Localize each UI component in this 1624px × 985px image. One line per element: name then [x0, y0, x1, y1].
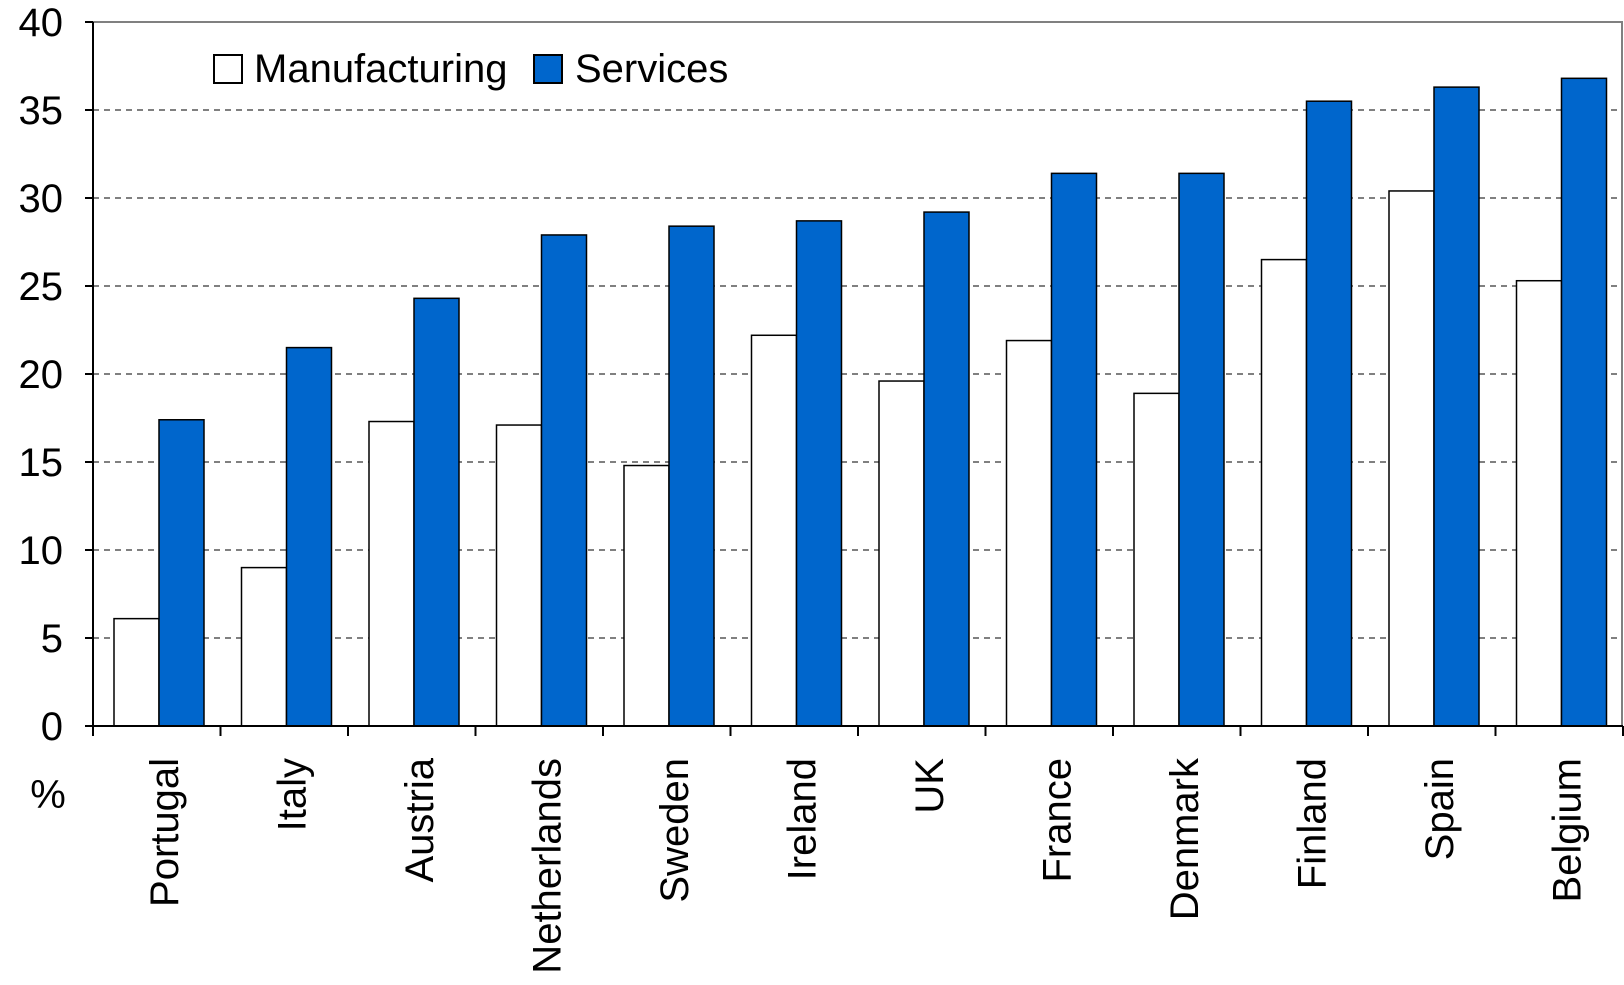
- bar-manufacturing-ireland: [750, 334, 798, 727]
- legend: Manufacturing Services: [213, 47, 728, 91]
- bar-manufacturing-uk: [878, 380, 925, 727]
- x-category-label-sweden: Sweden: [653, 758, 697, 903]
- x-category-label-denmark: Denmark: [1163, 757, 1207, 920]
- y-tick-label-0: 0: [41, 705, 63, 749]
- x-category-label-ireland: Ireland: [781, 758, 825, 880]
- x-category-label-spain: Spain: [1418, 758, 1462, 860]
- bar-manufacturing-denmark: [1133, 392, 1180, 727]
- bar-manufacturing-italy: [240, 566, 288, 727]
- y-tick-label-20: 20: [19, 353, 64, 397]
- y-tick-label-30: 30: [19, 177, 64, 221]
- bar-services-france: [1050, 172, 1098, 727]
- legend-label-manufacturing: Manufacturing: [254, 47, 507, 91]
- x-category-label-italy: Italy: [271, 758, 315, 831]
- bar-manufacturing-finland: [1260, 258, 1308, 727]
- x-category-labels: Portugal Italy Austria Netherlands Sweden Ire…: [143, 757, 1590, 974]
- y-tick-label-40: 40: [19, 1, 64, 45]
- bar-services-uk: [923, 211, 970, 727]
- x-category-label-netherlands: Netherlands: [526, 758, 570, 974]
- x-category-label-portugal: Portugal: [143, 758, 187, 907]
- x-category-label-belgium: Belgium: [1546, 758, 1590, 903]
- bar-manufacturing-portugal: [113, 617, 160, 727]
- bar-manufacturing-sweden: [623, 464, 670, 727]
- bar-services-italy: [285, 346, 333, 727]
- x-category-label-uk: UK: [908, 758, 952, 814]
- y-unit-label: %: [30, 773, 66, 817]
- bar-manufacturing-austria: [368, 420, 415, 727]
- legend-swatch-manufacturing: [213, 54, 243, 84]
- bar-services-belgium: [1560, 77, 1608, 727]
- bar-services-sweden: [668, 225, 715, 727]
- y-tick-label-35: 35: [19, 89, 64, 133]
- bar-services-austria: [413, 297, 460, 727]
- legend-swatch-services: [533, 54, 563, 84]
- y-tick-label-5: 5: [41, 617, 63, 661]
- axes: [85, 21, 1624, 736]
- x-category-label-austria: Austria: [398, 757, 442, 882]
- bar-manufacturing-france: [1005, 339, 1053, 727]
- bar-manufacturing-belgium: [1515, 279, 1563, 727]
- bar-services-portugal: [158, 419, 205, 727]
- bar-services-ireland: [795, 220, 843, 727]
- y-tick-label-25: 25: [19, 265, 64, 309]
- y-tick-label-10: 10: [19, 529, 64, 573]
- bar-manufacturing-netherlands: [495, 424, 543, 727]
- bars: [113, 77, 1608, 727]
- bar-services-finland: [1305, 100, 1353, 727]
- y-tick-labels: 0 5 10 15 20 25 30 35 40: [19, 1, 64, 749]
- x-category-label-finland: Finland: [1291, 758, 1335, 889]
- bar-services-spain: [1433, 86, 1480, 727]
- bar-manufacturing-spain: [1388, 190, 1435, 727]
- y-tick-label-15: 15: [19, 441, 64, 485]
- legend-label-services: Services: [575, 47, 728, 91]
- x-category-label-france: France: [1036, 758, 1080, 883]
- bar-services-denmark: [1178, 172, 1225, 727]
- bar-services-netherlands: [540, 234, 588, 727]
